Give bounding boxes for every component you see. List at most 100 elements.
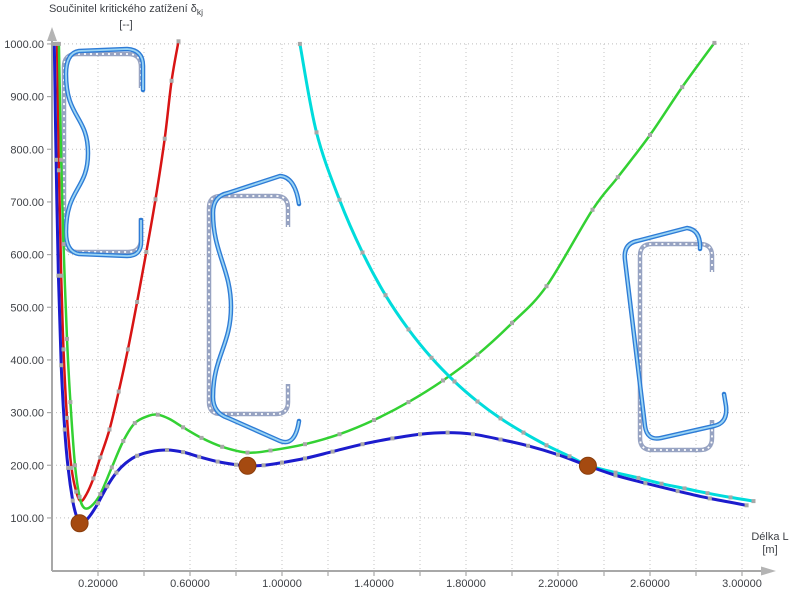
data-point-marker bbox=[615, 175, 620, 180]
x-tick-marks bbox=[97, 571, 743, 576]
data-point-marker bbox=[475, 352, 480, 357]
data-point-marker bbox=[372, 418, 376, 422]
data-point-marker bbox=[475, 399, 480, 404]
data-point-marker bbox=[59, 273, 64, 278]
data-point-marker bbox=[643, 481, 648, 486]
x-tick-label: 0.20000 bbox=[78, 578, 118, 590]
x-axis bbox=[52, 566, 776, 576]
data-point-marker bbox=[268, 448, 273, 453]
data-point-marker bbox=[445, 430, 450, 435]
data-point-marker bbox=[56, 41, 61, 46]
data-point-marker bbox=[245, 450, 250, 455]
data-point-marker bbox=[297, 41, 302, 46]
x-tick-label: 3.00000 bbox=[722, 578, 762, 590]
critical-point-dot bbox=[70, 514, 89, 533]
data-point-marker bbox=[52, 41, 57, 46]
critical-load-points bbox=[70, 456, 597, 533]
data-point-marker bbox=[648, 133, 652, 137]
data-point-marker bbox=[169, 78, 174, 83]
undeformed-section-outline bbox=[637, 241, 715, 453]
data-point-marker bbox=[470, 432, 475, 437]
data-point-marker bbox=[69, 465, 74, 470]
data-point-marker bbox=[176, 39, 181, 44]
data-point-marker bbox=[390, 436, 395, 441]
data-point-marker bbox=[125, 347, 130, 352]
data-point-marker bbox=[234, 462, 238, 467]
data-point-marker bbox=[556, 452, 560, 457]
data-point-marker bbox=[109, 465, 114, 470]
data-point-marker bbox=[66, 465, 71, 470]
data-point-marker bbox=[96, 501, 100, 506]
data-point-marker bbox=[544, 284, 549, 289]
data-point-marker bbox=[337, 432, 342, 437]
x-tick-label: 2.20000 bbox=[538, 578, 578, 590]
data-point-marker bbox=[73, 463, 77, 468]
data-point-marker bbox=[682, 486, 687, 491]
data-point-marker bbox=[544, 443, 549, 448]
data-point-marker bbox=[337, 197, 342, 202]
data-point-marker bbox=[707, 496, 712, 501]
undeformed-section-outline bbox=[61, 51, 144, 255]
undeformed-section-outline bbox=[206, 193, 291, 417]
data-point-marker bbox=[613, 470, 618, 475]
data-point-marker bbox=[215, 459, 220, 464]
data-point-marker bbox=[526, 443, 531, 448]
data-point-marker bbox=[91, 476, 96, 481]
data-point-marker bbox=[613, 473, 618, 478]
data-point-marker bbox=[383, 293, 388, 298]
data-point-marker bbox=[70, 498, 75, 503]
y-tick-label: 600.00 bbox=[10, 250, 44, 262]
x-tick-labels: 0.20000 0.60000 1.00000 1.40000 1.80000 2.200… bbox=[78, 578, 762, 590]
critical-point-dot bbox=[578, 456, 597, 475]
y-tick-label: 400.00 bbox=[10, 355, 44, 367]
x-axis-title-text: Délka L bbox=[751, 531, 789, 543]
data-point-marker bbox=[114, 470, 119, 475]
data-point-marker bbox=[303, 456, 307, 461]
data-point-marker bbox=[65, 415, 69, 420]
data-point-marker bbox=[636, 475, 641, 480]
y-tick-label: 500.00 bbox=[10, 302, 44, 314]
data-point-marker bbox=[107, 427, 112, 432]
data-point-marker bbox=[197, 454, 202, 459]
x-axis-arrow-icon bbox=[761, 566, 776, 576]
data-point-marker bbox=[59, 363, 64, 368]
x-tick-label: 2.60000 bbox=[630, 578, 670, 590]
y-tick-label: 900.00 bbox=[10, 92, 44, 104]
data-point-marker bbox=[360, 250, 365, 255]
data-point-marker bbox=[59, 157, 64, 162]
data-point-marker bbox=[153, 197, 158, 202]
data-point-marker bbox=[56, 168, 61, 173]
data-point-marker bbox=[498, 416, 503, 421]
data-point-marker bbox=[132, 421, 137, 426]
mode-shape-distortional-buckling bbox=[206, 173, 302, 445]
x-tick-label: 1.00000 bbox=[262, 578, 302, 590]
data-point-marker bbox=[521, 430, 526, 435]
data-point-marker bbox=[510, 321, 514, 326]
y-axis-arrow-icon bbox=[47, 27, 57, 41]
data-point-marker bbox=[162, 136, 167, 141]
y-axis-title-text: Součinitel kritického zatížení δ bbox=[48, 3, 197, 15]
y-tick-marks bbox=[47, 43, 52, 519]
data-point-marker bbox=[181, 450, 186, 455]
y-tick-label: 1000.00 bbox=[4, 39, 44, 51]
data-point-marker bbox=[567, 454, 572, 459]
data-point-marker bbox=[314, 130, 319, 135]
mode-shape-local-buckling bbox=[61, 46, 146, 259]
data-point-marker bbox=[360, 442, 365, 447]
y-tick-labels: 1000.00 900.00 800.00 700.00 600.00 500.00 400… bbox=[4, 39, 44, 525]
data-point-marker bbox=[406, 400, 411, 405]
data-point-marker bbox=[105, 484, 110, 489]
data-point-marker bbox=[220, 444, 225, 449]
y-axis-title-subscript: kj bbox=[196, 7, 204, 18]
data-point-marker bbox=[98, 492, 103, 497]
data-point-marker bbox=[56, 273, 61, 278]
data-point-marker bbox=[98, 455, 103, 460]
data-point-marker bbox=[744, 503, 749, 508]
data-point-marker bbox=[303, 442, 307, 447]
data-point-marker bbox=[62, 427, 67, 432]
x-tick-label: 1.40000 bbox=[354, 578, 394, 590]
data-point-marker bbox=[261, 463, 266, 468]
data-point-marker bbox=[590, 207, 595, 212]
data-point-marker bbox=[165, 448, 169, 452]
